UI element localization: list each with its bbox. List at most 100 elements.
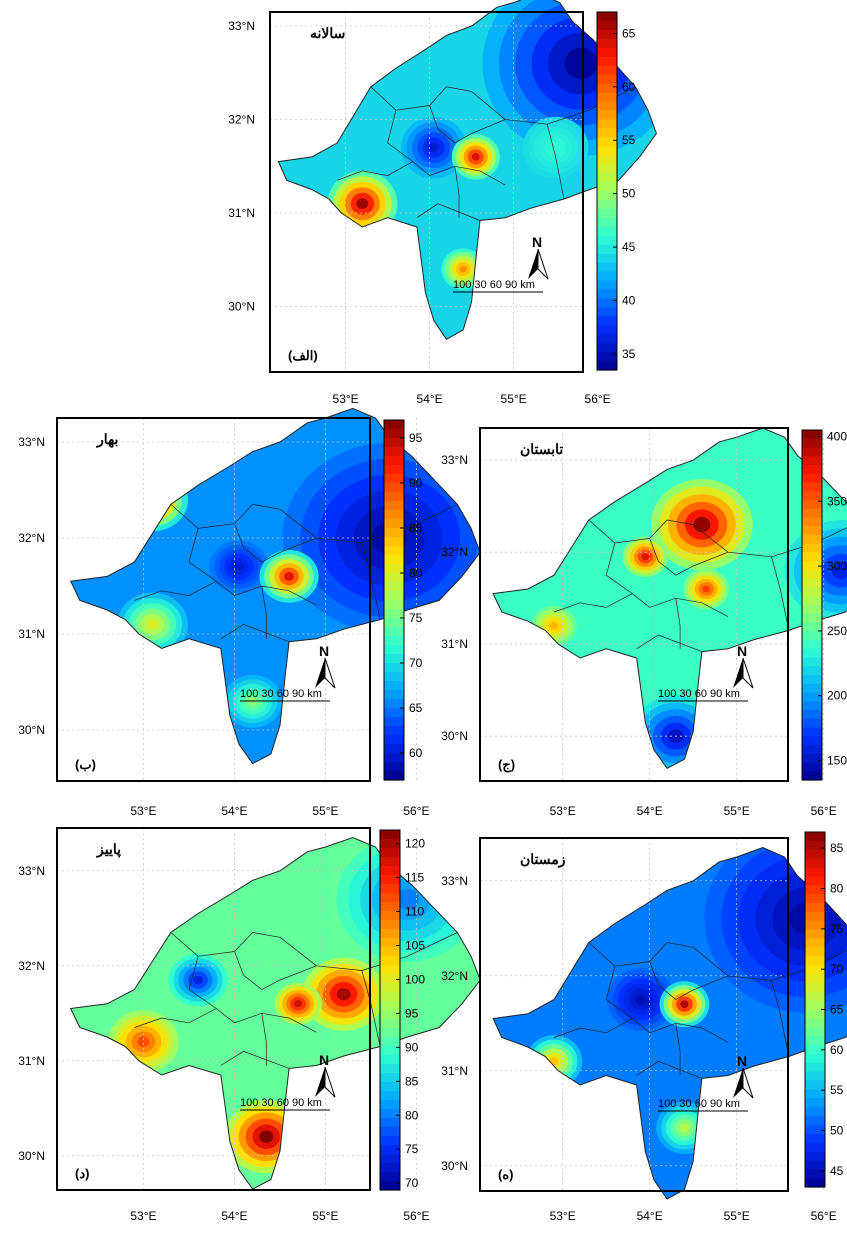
colorbar-band [384, 753, 404, 763]
lat-tick-label: 31°N [18, 1054, 45, 1068]
hotspot-band [141, 489, 165, 510]
colorbar-band [805, 1178, 825, 1187]
colorbar-band [597, 245, 617, 255]
colorbar-band [384, 546, 404, 556]
colorbar-band [805, 903, 825, 912]
colorbar-band [802, 684, 822, 693]
panel-title: بهار [96, 431, 118, 448]
colorbar-band [384, 690, 404, 700]
lon-tick-label: 53°E [130, 804, 156, 818]
hotspot-band [294, 1000, 302, 1007]
colorbar-band [805, 1063, 825, 1072]
colorbar-tick-label: 75 [409, 611, 423, 625]
colorbar-band [384, 654, 404, 664]
colorbar-band [802, 483, 822, 492]
colorbar-band [597, 263, 617, 273]
colorbar-band [802, 465, 822, 474]
colorbar-band [802, 693, 822, 702]
colorbar-tick-label: 95 [409, 431, 423, 445]
interpolated-surface [71, 837, 481, 1189]
colorbar-tick-label: 65 [622, 26, 636, 40]
colorbar-band [384, 555, 404, 565]
colorbar-band [802, 491, 822, 500]
colorbar-tick-label: 105 [405, 938, 425, 952]
lon-tick-label: 54°E [221, 804, 247, 818]
colorbar-band [380, 1019, 400, 1029]
scalebar-label: 100 30 60 90 km [453, 279, 535, 291]
colorbar-band [805, 930, 825, 939]
colorbar-band [597, 21, 617, 31]
colorbar-band [384, 465, 404, 475]
colorbar-band [384, 573, 404, 583]
colorbar-band [597, 164, 617, 174]
lon-tick-label: 53°E [333, 392, 359, 406]
colorbar-band [805, 1001, 825, 1010]
colorbar-tick-label: 60 [622, 80, 636, 94]
colorbar-band [805, 1072, 825, 1081]
colorbar-band [384, 447, 404, 457]
lat-tick-label: 33°N [441, 874, 468, 888]
north-arrow-icon [528, 249, 538, 279]
lon-tick-label: 54°E [637, 1209, 663, 1223]
lon-tick-label: 55°E [312, 1209, 338, 1223]
north-arrow-icon [325, 1067, 335, 1097]
scalebar-label: 100 30 60 90 km [240, 1097, 322, 1109]
colorbar-tick-label: 45 [830, 1164, 844, 1178]
colorbar-band [805, 1116, 825, 1125]
colorbar-band [597, 254, 617, 264]
colorbar-band [597, 182, 617, 192]
colorbar-band [802, 719, 822, 728]
north-label: N [319, 643, 329, 659]
lat-tick-label: 30°N [228, 300, 255, 314]
colorbar-band [805, 1098, 825, 1107]
colorbar-band [597, 137, 617, 147]
colorbar-band [802, 666, 822, 675]
lat-tick-label: 30°N [441, 729, 468, 743]
colorbar-tick-label: 115 [405, 871, 424, 885]
colorbar-band [380, 947, 400, 957]
colorbar-band [805, 850, 825, 859]
colorbar-band [384, 645, 404, 655]
hotspot-band [357, 198, 369, 209]
colorbar-band [802, 640, 822, 649]
colorbar-band [802, 728, 822, 737]
colorbar-band [805, 832, 825, 841]
colorbar-band [384, 618, 404, 628]
colorbar-band [805, 965, 825, 974]
colorbar-band [597, 12, 617, 22]
colorbar-band [384, 519, 404, 529]
hotspot-band [337, 988, 351, 1000]
hotspot-band [259, 1131, 273, 1143]
hotspot-band [129, 478, 176, 520]
colorbar-band [380, 893, 400, 903]
colorbar-band [380, 1136, 400, 1146]
north-arrow-icon [743, 658, 753, 688]
colorbar-tick-label: 85 [830, 841, 844, 855]
colorbar-tick-label: 350 [827, 494, 847, 508]
colorbar-tick-label: 300 [827, 559, 847, 573]
colorbar-tick-label: 50 [622, 187, 636, 201]
colorbar-band [597, 289, 617, 299]
colorbar-band [597, 227, 617, 237]
colorbar-band [805, 876, 825, 885]
colorbar-band [380, 1010, 400, 1020]
colorbar-band [805, 1125, 825, 1134]
colorbar-tick-label: 75 [405, 1142, 419, 1156]
coldspot-band [234, 562, 244, 571]
colorbar-band [805, 894, 825, 903]
panel-letter: (ه) [498, 1167, 514, 1182]
colorbar-band [597, 119, 617, 129]
colorbar-band [597, 173, 617, 183]
lon-tick-label: 53°E [550, 804, 576, 818]
colorbar-band [802, 439, 822, 448]
colorbar-band [802, 535, 822, 544]
scalebar-label: 100 30 60 90 km [658, 688, 740, 700]
colorbar-band [805, 992, 825, 1001]
hotspot-band [693, 517, 710, 532]
colorbar-band [802, 518, 822, 527]
colorbar-band [380, 1037, 400, 1047]
colorbar-tick-label: 150 [827, 754, 847, 768]
colorbar-band [380, 1172, 400, 1182]
colorbar-band [805, 885, 825, 894]
lat-tick-label: 31°N [441, 1064, 468, 1078]
